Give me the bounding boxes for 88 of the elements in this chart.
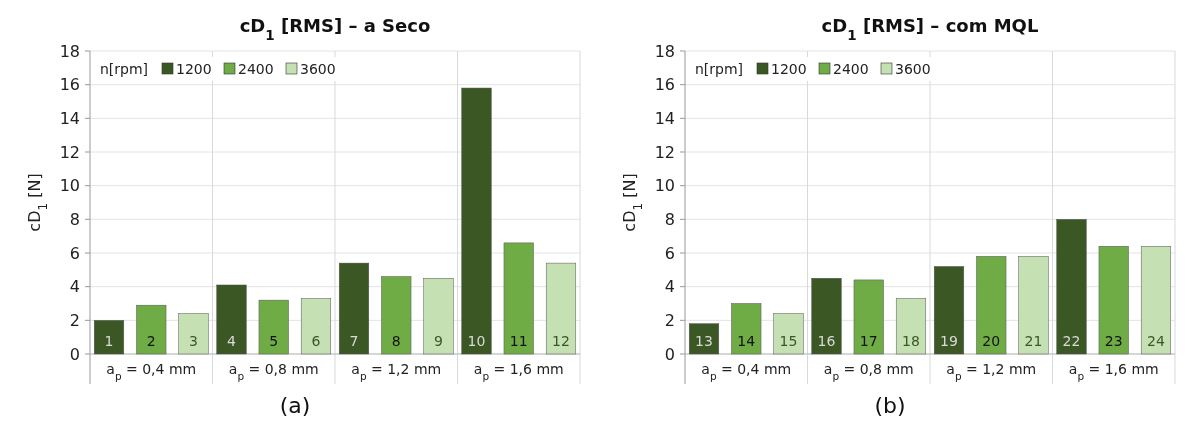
bar	[1098, 246, 1129, 355]
x-tick-label: a$_{p}$ = 0,8 mm	[228, 361, 319, 382]
y-tick-label: 12	[654, 142, 675, 162]
y-tick-label: 16	[59, 75, 80, 95]
y-tick-label: 14	[654, 108, 675, 128]
annotation: 9	[434, 333, 443, 349]
text: (b)	[874, 393, 906, 418]
x-tick-label: a$_{p}$ = 0,4 mm	[106, 361, 197, 382]
bar	[503, 242, 534, 355]
y-tick-label: 6	[69, 243, 80, 263]
bar	[933, 266, 965, 355]
legend-label: 1200	[176, 61, 212, 77]
y-tick-label: 18	[59, 41, 80, 61]
bar	[688, 323, 720, 355]
annotation: 6	[311, 333, 321, 349]
y-tick-label: 16	[654, 75, 675, 95]
x-tick-label: a$_{p}$ = 1,2 mm	[351, 361, 442, 382]
x-tick-label: a$_{p}$ = 1,6 mm	[1068, 361, 1159, 382]
bar	[1056, 219, 1087, 355]
y-tick-label: 0	[664, 344, 675, 364]
annotation: 21	[1024, 333, 1043, 349]
annotation: 4	[227, 333, 237, 349]
bar	[423, 278, 454, 355]
annotation: 13	[695, 333, 713, 349]
y-tick-label: 4	[664, 277, 675, 297]
y-tick-label: 18	[654, 41, 675, 61]
y-tick-label: 12	[59, 142, 80, 162]
annotation: 8	[391, 333, 401, 349]
bar	[258, 299, 289, 355]
y-tick-label: 4	[69, 277, 80, 297]
x-tick-label: a$_{p}$ = 0,8 mm	[823, 361, 914, 382]
bar	[178, 313, 209, 355]
annotation: 22	[1062, 333, 1081, 349]
annotation: 24	[1147, 333, 1165, 349]
annotation: 1	[104, 333, 114, 349]
y-tick-label: 10	[654, 176, 675, 196]
annotation: 10	[467, 333, 486, 349]
bar	[773, 313, 804, 355]
annotation: 15	[779, 333, 798, 349]
annotation: 11	[509, 333, 528, 349]
bar	[461, 87, 492, 355]
bar	[1018, 256, 1049, 355]
annotation: 3	[189, 333, 198, 349]
y-tick-label: 8	[69, 209, 80, 229]
annotation: 5	[269, 333, 279, 349]
y-tick-label: 0	[69, 344, 80, 364]
annotation: 19	[940, 333, 958, 349]
bar	[136, 304, 167, 355]
annotation: 2	[146, 333, 156, 349]
legend-label: 2400	[833, 61, 869, 77]
legend-title: n[rpm]	[695, 61, 744, 77]
bar	[545, 262, 577, 355]
y-tick-label: 14	[59, 108, 80, 128]
bar	[976, 256, 1007, 355]
annotation: 12	[552, 333, 570, 349]
x-tick-label: a$_{p}$ = 1,6 mm	[473, 361, 564, 382]
bar	[853, 279, 884, 355]
chart-title: cD$_{1}$ [RMS] – com MQL	[821, 15, 1039, 43]
annotation: 16	[817, 333, 836, 349]
legend-label: 3600	[300, 61, 336, 77]
y-tick-label: 10	[59, 176, 80, 196]
legend-label: 3600	[895, 61, 931, 77]
legend-label: 1200	[771, 61, 807, 77]
chart-title: cD$_{1}$ [RMS] – a Seco	[239, 15, 431, 43]
y-tick-label: 2	[69, 310, 80, 330]
legend-label: 2400	[238, 61, 274, 77]
text: (a)	[279, 393, 311, 418]
bar	[811, 278, 842, 355]
bar	[381, 276, 412, 355]
x-tick-label: a$_{p}$ = 0,4 mm	[701, 361, 792, 382]
annotation: 17	[859, 333, 878, 349]
bar	[1140, 246, 1172, 355]
y-tick-label: 2	[664, 310, 675, 330]
x-tick-label: a$_{p}$ = 1,2 mm	[946, 361, 1037, 382]
annotation: 23	[1104, 333, 1123, 349]
y-tick-label: 8	[664, 209, 675, 229]
annotation: 18	[902, 333, 920, 349]
bar	[93, 320, 125, 355]
bar	[216, 284, 247, 355]
y-tick-label: 6	[664, 243, 675, 263]
bar	[731, 303, 762, 355]
bar	[338, 262, 370, 355]
bar	[300, 298, 332, 355]
annotation: 14	[737, 333, 756, 349]
legend-title: n[rpm]	[100, 61, 149, 77]
annotation: 7	[349, 333, 359, 349]
annotation: 20	[982, 333, 1001, 349]
bar	[895, 298, 927, 355]
